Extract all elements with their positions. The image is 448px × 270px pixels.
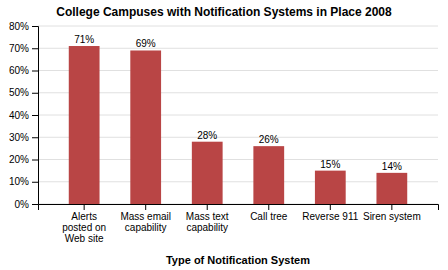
y-tick-label: 50% <box>9 87 29 98</box>
y-tick-mark <box>32 115 38 116</box>
y-tick: 10% <box>9 176 38 187</box>
plot: 71% 69% 28% 26% 15% 14% 0% 10% 20% 30% 40% 50% 60% 70… <box>9 21 439 244</box>
y-tick-mark <box>32 137 38 138</box>
x-axis: Alertsposted onWeb site Mass emailcapabil… <box>39 204 439 244</box>
y-tick-mark <box>32 26 38 27</box>
x-tick-mark <box>330 204 331 210</box>
bar <box>376 173 407 204</box>
x-tick: Reverse 911 <box>302 204 358 222</box>
x-tick-mark <box>84 204 85 210</box>
data-labels: 71% 69% 28% 26% 15% 14% <box>74 34 402 172</box>
bar <box>130 50 161 204</box>
bar <box>315 171 346 204</box>
y-axis: 0% 10% 20% 30% 40% 50% 60% 70% 80% <box>9 21 39 210</box>
data-label: 69% <box>136 38 156 49</box>
grid-line <box>38 26 438 27</box>
data-label: 14% <box>382 161 402 172</box>
y-tick: 0% <box>15 199 38 210</box>
x-tick: Siren system <box>363 204 421 222</box>
y-tick-label: 10% <box>9 176 29 187</box>
y-tick-label: 70% <box>9 43 29 54</box>
y-tick-label: 30% <box>9 132 29 143</box>
x-tick-mark <box>145 204 146 210</box>
y-tick: 30% <box>9 132 38 143</box>
y-tick: 70% <box>9 43 38 54</box>
x-tick-label: Alertsposted onWeb site <box>62 211 106 244</box>
y-tick: 60% <box>9 65 38 76</box>
bar <box>69 46 100 204</box>
y-tick-mark <box>32 204 38 205</box>
y-tick-label: 0% <box>15 199 30 210</box>
y-tick-mark <box>32 182 38 183</box>
x-tick-mark <box>207 204 208 210</box>
y-tick-label: 80% <box>9 21 29 32</box>
x-tick-label: Mass textcapability <box>186 211 229 233</box>
bars <box>69 46 407 204</box>
x-tick-label: Siren system <box>363 211 421 222</box>
bar <box>192 142 223 204</box>
y-tick: 50% <box>9 87 38 98</box>
grid <box>38 26 438 204</box>
data-label: 15% <box>320 159 340 170</box>
x-tick: Call tree <box>250 204 288 222</box>
x-tick-label: Mass emailcapability <box>120 211 171 233</box>
data-label: 71% <box>74 34 94 45</box>
data-label: 26% <box>259 134 279 145</box>
y-tick-mark <box>32 48 38 49</box>
y-tick-mark <box>32 71 38 72</box>
x-tick-mark <box>268 204 269 210</box>
data-label: 28% <box>197 130 217 141</box>
x-axis-line <box>39 205 439 211</box>
x-tick-mark <box>391 204 392 210</box>
y-tick-label: 60% <box>9 65 29 76</box>
x-tick-label: Reverse 911 <box>302 211 358 222</box>
y-tick-mark <box>32 160 38 161</box>
chart: 71% 69% 28% 26% 15% 14% 0% 10% 20% 30% 40% 50% 60% 70… <box>0 0 448 270</box>
x-tick: Mass emailcapability <box>120 204 171 233</box>
bar <box>253 146 284 204</box>
x-tick-label: Call tree <box>250 211 288 222</box>
y-tick-label: 20% <box>9 154 29 165</box>
x-tick: Mass textcapability <box>186 204 229 233</box>
title: College Campuses with Notification Syste… <box>56 5 392 19</box>
x-tick: Alertsposted onWeb site <box>62 204 106 244</box>
y-tick: 80% <box>9 21 38 32</box>
y-tick-label: 40% <box>9 110 29 121</box>
x-axis-title: Type of Notification System <box>166 254 310 266</box>
y-tick: 40% <box>9 110 38 121</box>
y-axis-line <box>32 27 39 205</box>
y-tick-mark <box>32 93 38 94</box>
y-tick: 20% <box>9 154 38 165</box>
